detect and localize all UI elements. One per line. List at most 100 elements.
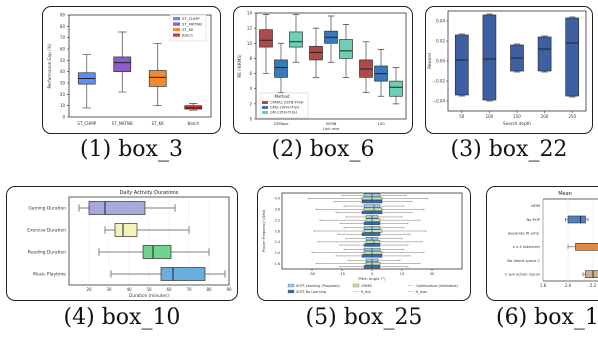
box-st_kk [148, 42, 167, 107]
box-chart-4: Daily Activity Durations 20 30 40 50 60 70 80 90… [27, 190, 232, 298]
legend-swatch [287, 283, 295, 288]
y-tick-label: 3.6 [275, 208, 280, 212]
box-exercise-duration [104, 223, 190, 237]
x-tick-label: 50 [459, 114, 465, 119]
box-cmmd [307, 196, 429, 201]
y-tick-label: No latent space C [507, 259, 540, 263]
legend-label: ST_KK [182, 27, 194, 32]
y-tick-label: 10 [60, 103, 66, 108]
box-iqr [575, 243, 598, 251]
legend-swatch [262, 106, 268, 109]
legend-label: SOFT-Learning (Proposed) [296, 284, 340, 288]
box-iqr [184, 105, 203, 110]
box-no-pop [565, 215, 589, 224]
y-tick-label: 80 [60, 24, 66, 29]
y-tick-label: 30 [60, 81, 66, 86]
y-tick-label: Exercise Duration [27, 228, 66, 234]
x-tick-label: -30 [309, 272, 316, 276]
box-iqr [537, 36, 552, 72]
y-tick-label: 4 x 4 tokenizer [513, 245, 541, 249]
y-tick-label: 8 [249, 56, 252, 61]
x-axis-label: Link rate [323, 126, 340, 131]
legend-label: GMS-2ZFN-TFSH [270, 106, 299, 110]
y-tick-label: 10 [247, 41, 253, 46]
x-axis-label: Pitch Angle (°) [358, 276, 386, 281]
x-tick-label: 25Mbps [274, 121, 289, 126]
box-cmmd [313, 229, 427, 233]
x-tick-label: 1.8 [540, 283, 547, 288]
y-axis-label: Reward [427, 53, 432, 69]
box-soft-learning-proposed- [345, 237, 403, 241]
legend-swatch [352, 283, 360, 288]
box-4-x-4-tokenizer [567, 243, 598, 251]
box-iqr [567, 215, 586, 224]
x-tick-label: ST_MKTNB [112, 121, 133, 126]
chart-panel-4: Daily Activity Durations 20 30 40 50 60 70 80 90… [6, 186, 238, 301]
box-gms-2zfn-tfsh [374, 48, 388, 97]
chart-panel-2: 0 2 4 6 8 10 12 14 RE (%RMS) 25Mbps 50MB 100 Link ra… [233, 6, 413, 134]
box-st_chmp [77, 54, 96, 109]
y-tick-label: Gaming Duration [28, 206, 66, 212]
x-tick-label: 15 [400, 272, 405, 276]
box-iqr [142, 245, 172, 259]
legend-swatch [173, 33, 180, 37]
x-tick-label: 250 [568, 114, 576, 119]
box-gaming-duration [78, 201, 176, 215]
y-tick-label: Reading Duration [28, 250, 67, 256]
x-tick-label: 70 [186, 287, 192, 292]
box-iqr [88, 201, 146, 215]
legend-label: Optimization (Infeasible) [416, 284, 458, 288]
caption-3: (3) box_22 [450, 137, 568, 162]
box-soft-learning-proposed- [343, 204, 405, 208]
x-tick-label: 90 [226, 287, 232, 292]
box-iqr [389, 80, 403, 97]
box-soft-no-learning [335, 210, 413, 215]
y-tick-label: 2.4 [275, 240, 280, 244]
box-soft-no-learning [335, 254, 411, 258]
y-tick-label: 3.2 [275, 218, 280, 222]
box-soft-no-learning [339, 265, 409, 269]
x-tick-label: ST_CHMP [77, 121, 96, 126]
y-tick-label: 2 [249, 101, 252, 106]
box-soft-no-learning [339, 221, 409, 225]
legend-swatch [287, 289, 295, 294]
y-tick-label: 40 [60, 69, 66, 74]
y-tick-label: 90 [60, 13, 66, 18]
x-axis-label: Search depth [503, 121, 531, 126]
x-tick-label: 30 [430, 272, 435, 276]
y-tick-label: 2.8 [275, 229, 280, 233]
plot-frame [68, 196, 230, 286]
legend-swatch [262, 101, 268, 104]
box-crmal-2zfn-tfsh [359, 41, 373, 93]
y-tick-label: 6 [249, 71, 252, 76]
y-tick-label: 0.00 [436, 59, 445, 64]
box-c-w-o-action-inputs [582, 270, 598, 278]
caption-1: (1) box_3 [80, 137, 183, 162]
y-tick-label: NDM [531, 204, 540, 208]
y-tick-label: C w/o action inputs [505, 273, 540, 277]
box-soft-learning-proposed- [341, 193, 407, 197]
box-iqr [365, 240, 381, 244]
box-iqr [482, 14, 497, 101]
box-reading-duration [98, 245, 210, 259]
y-tick-label: 50 [60, 58, 66, 63]
y-tick-label: 4 [249, 86, 252, 91]
caption-6: (6) box_16 [496, 305, 598, 330]
chart-panel-1: 0 10 20 30 40 50 60 70 80 90 Performance Gap (%) ST… [42, 6, 221, 134]
y-tick-label: 0.02 [436, 39, 445, 44]
y-axis-label: Performance Gap (%) [47, 43, 52, 88]
x-axis-label: Duration (minutes) [129, 293, 169, 298]
box-crmal-2zfn-tfsh [259, 14, 273, 74]
y-tick-label: 4.0 [275, 197, 280, 201]
x-tick-label: 30 [106, 287, 112, 292]
box-soft-learning-proposed- [343, 226, 405, 230]
legend-label: GM-2ZFN-TFSH [270, 111, 297, 115]
y-axis-label: Proper Frequency (GHz) [262, 209, 266, 252]
y-tick-label: No POP [526, 218, 540, 222]
box-crmal-2zfn-tfsh [309, 27, 323, 78]
box-iqr [363, 204, 381, 208]
x-tick-label: ST_KK [152, 121, 165, 126]
box-chart-1: 0 10 20 30 40 50 60 70 80 90 Performance Gap (%) ST… [47, 13, 212, 126]
y-tick-label: −0.02 [433, 79, 446, 84]
